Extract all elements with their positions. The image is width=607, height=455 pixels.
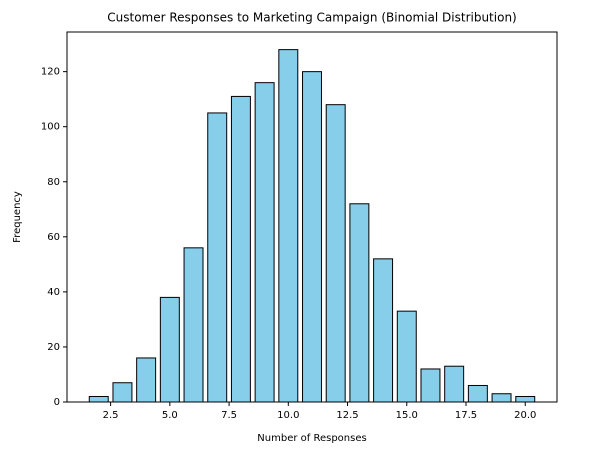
bar [230, 95, 251, 403]
x-tick-label: 10.0 [277, 410, 299, 421]
chart-title: Customer Responses to Marketing Campaign… [107, 11, 516, 25]
bar [254, 82, 275, 403]
y-tick-label: 20 [47, 342, 60, 353]
bar [88, 395, 109, 403]
x-tick-label: 12.5 [336, 410, 358, 421]
bar [325, 104, 346, 403]
x-tick-label: 5.0 [162, 410, 178, 421]
bar [159, 296, 180, 403]
x-tick-label: 20.0 [514, 410, 536, 421]
x-axis-label: Number of Responses [257, 433, 366, 444]
bar [515, 395, 536, 403]
y-tick-label: 40 [47, 287, 60, 298]
y-tick-label: 120 [41, 67, 60, 78]
x-tick-label: 17.5 [455, 410, 477, 421]
bar [491, 393, 512, 403]
y-tick-label: 100 [41, 122, 60, 133]
x-tick-label: 7.5 [221, 410, 237, 421]
y-tick-label: 0 [54, 397, 60, 408]
bar [420, 368, 441, 403]
x-tick-label: 15.0 [396, 410, 418, 421]
y-tick-label: 80 [47, 177, 60, 188]
bar [112, 382, 133, 403]
bar [302, 71, 322, 403]
bar [136, 357, 157, 403]
bar [183, 247, 204, 403]
y-tick-label: 60 [47, 232, 60, 243]
bar [349, 203, 370, 403]
x-tick-label: 2.5 [103, 410, 119, 421]
y-axis-label: Frequency [12, 191, 23, 243]
bar [373, 258, 394, 403]
bar [444, 365, 465, 403]
plot-frame [66, 31, 558, 403]
bar [278, 49, 299, 403]
bar [467, 384, 488, 403]
bar [207, 112, 228, 403]
bar [396, 310, 417, 403]
